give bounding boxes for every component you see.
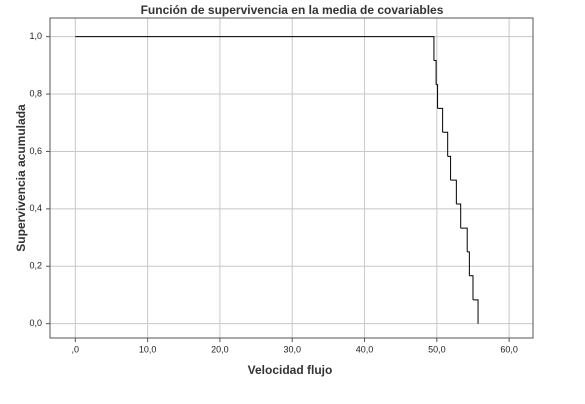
x-tick-label: 50,0 bbox=[428, 344, 446, 354]
y-tick-label: 1,0 bbox=[29, 31, 42, 41]
survival-step bbox=[436, 84, 439, 109]
x-tick-label: 40,0 bbox=[356, 344, 374, 354]
x-tick-label: 60,0 bbox=[500, 344, 518, 354]
survival-step bbox=[460, 227, 468, 252]
survival-step bbox=[442, 131, 449, 157]
y-axis-label: Supervivencia acumulada bbox=[14, 104, 28, 252]
survival-step bbox=[447, 155, 452, 181]
x-tick-label: 10,0 bbox=[139, 344, 157, 354]
x-tick-label: 30,0 bbox=[283, 344, 301, 354]
y-tick-label: 0,2 bbox=[29, 261, 42, 271]
x-tick-label: 20,0 bbox=[211, 344, 229, 354]
survival-step bbox=[467, 251, 470, 276]
survival-step bbox=[437, 107, 444, 133]
y-tick-label: 0,6 bbox=[29, 146, 42, 156]
survival-step bbox=[456, 203, 462, 229]
x-tick-label: ,0 bbox=[72, 344, 80, 354]
y-tick-label: 0,8 bbox=[29, 88, 42, 98]
x-axis-label: Velocidad flujo bbox=[248, 363, 333, 377]
survival-step bbox=[472, 299, 479, 324]
survival-step bbox=[75, 36, 435, 61]
survival-step bbox=[450, 179, 457, 204]
chart-title: Función de supervivencia en la media de … bbox=[141, 3, 444, 17]
survival-step bbox=[469, 275, 474, 300]
y-tick-label: 0,0 bbox=[29, 318, 42, 328]
y-tick-label: 0,4 bbox=[29, 203, 42, 213]
plot-frame bbox=[49, 17, 534, 339]
survival-step bbox=[433, 59, 437, 85]
